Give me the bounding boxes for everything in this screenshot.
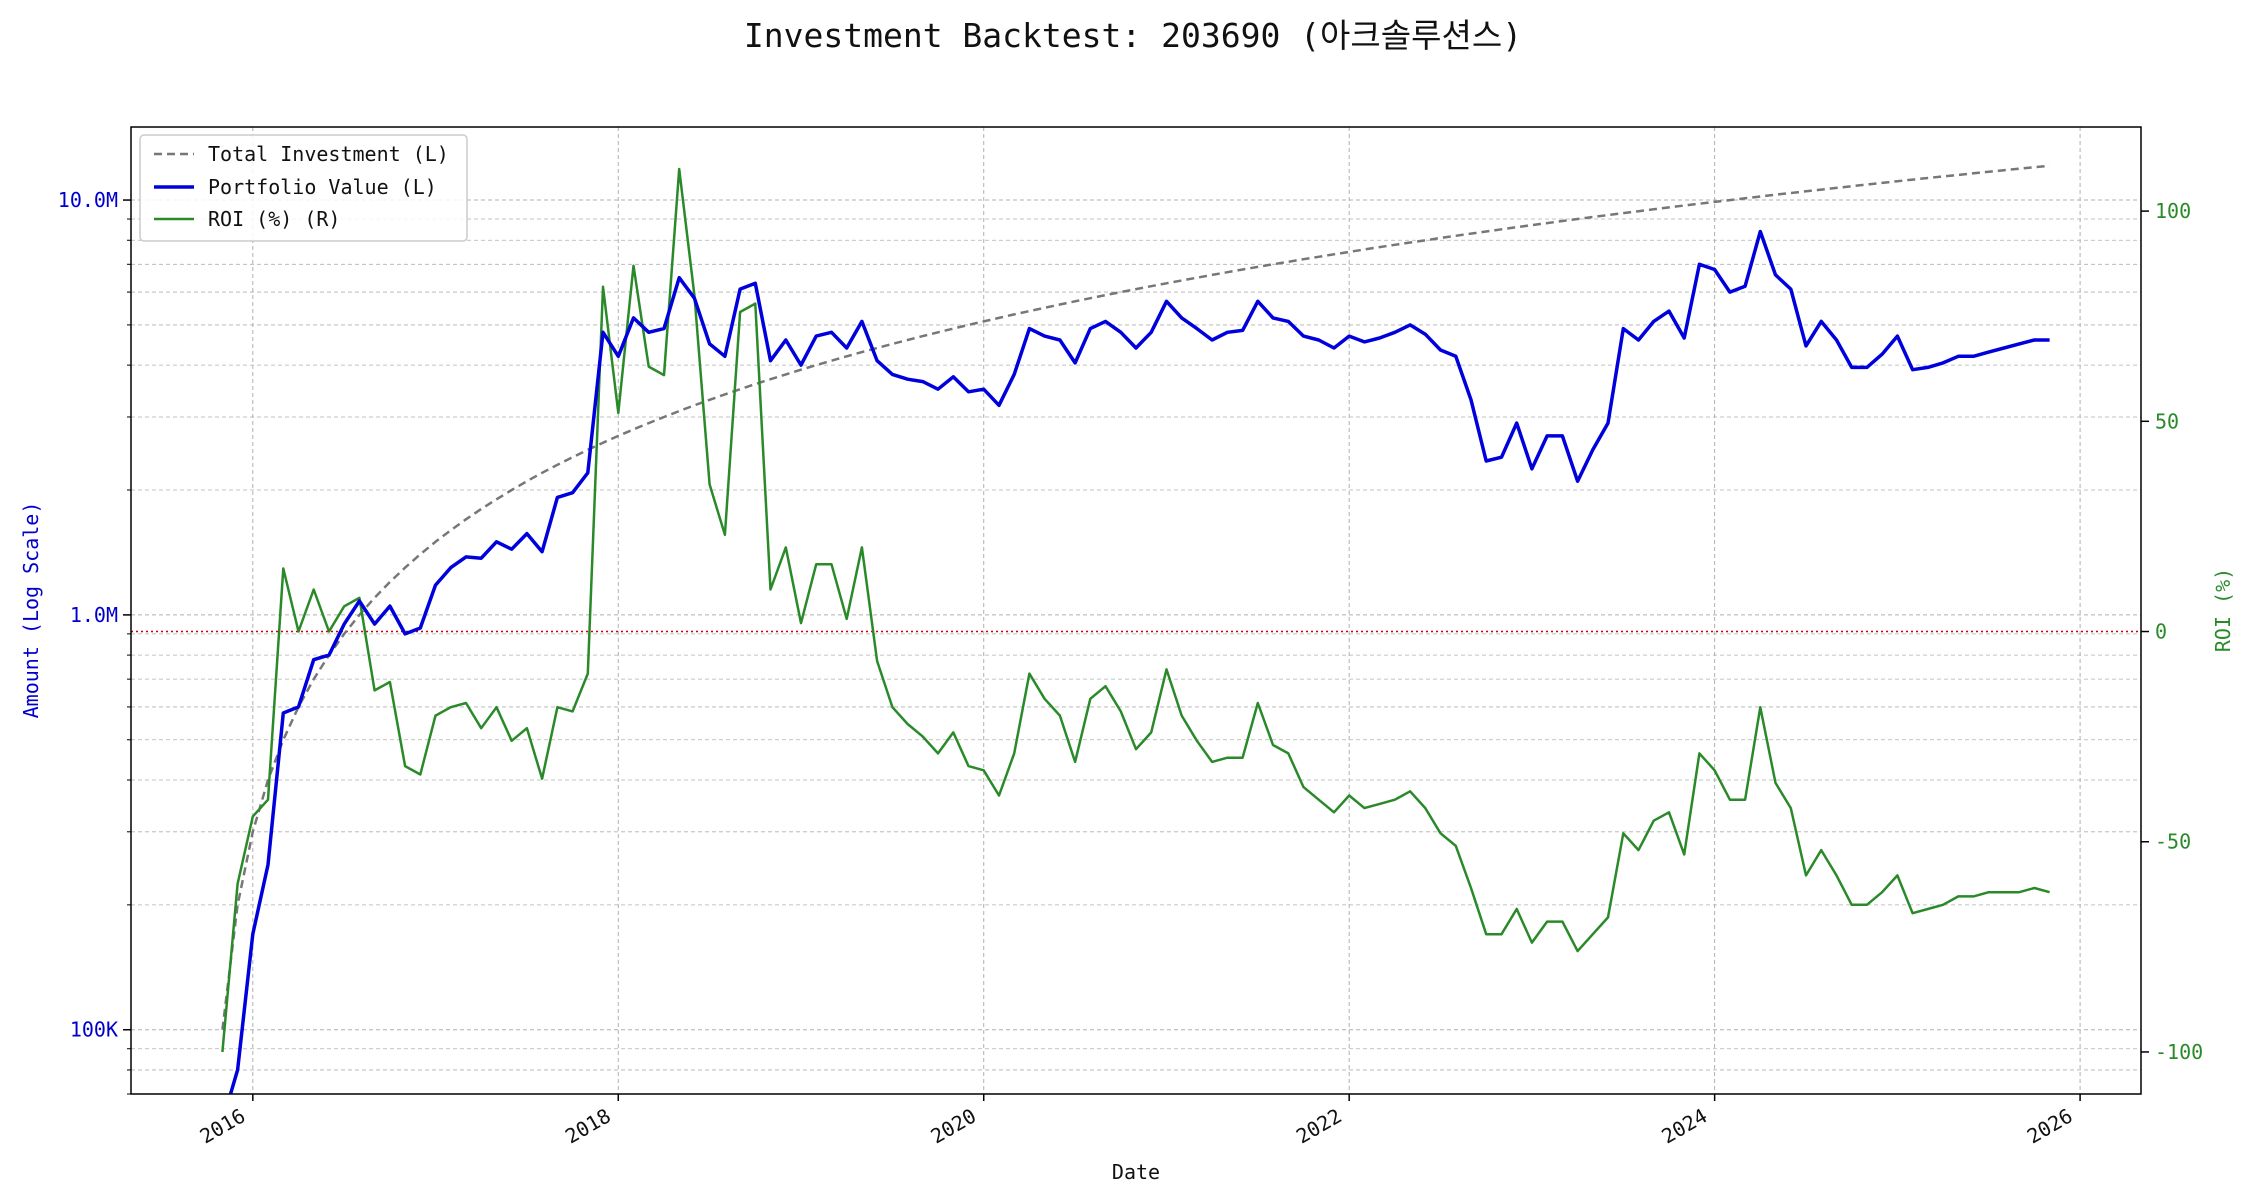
x-tick-label: 2026 xyxy=(2023,1104,2077,1149)
legend-label-portfolio-value: Portfolio Value (L) xyxy=(208,175,437,199)
total-investment-line xyxy=(221,164,2050,1030)
left-tick-label: 10.0M xyxy=(58,188,118,212)
right-tick-label: -50 xyxy=(2155,830,2191,854)
plot-frame xyxy=(130,126,2142,1095)
x-tick-label: 2020 xyxy=(927,1104,981,1149)
chart-title: Investment Backtest: 203690 (아크솔루션스) xyxy=(744,16,1522,55)
x-tick-label: 2016 xyxy=(196,1104,250,1149)
left-axis-ticks: 100K 1.0M 10.0M xyxy=(58,188,131,1095)
right-axis-label: ROI (%) xyxy=(2211,568,2235,652)
right-tick-label: 50 xyxy=(2155,409,2179,433)
right-tick-label: -100 xyxy=(2155,1040,2203,1064)
legend-label-roi: ROI (%) (R) xyxy=(208,207,340,231)
x-tick-label: 2018 xyxy=(561,1104,615,1149)
left-axis-label: Amount (Log Scale) xyxy=(19,502,43,719)
legend-box xyxy=(139,134,468,242)
right-axis-ticks: -100 -50 0 50 100 xyxy=(2141,199,2203,1064)
x-axis-label: Date xyxy=(1112,1160,1160,1184)
left-tick-label: 1.0M xyxy=(70,603,118,627)
x-tick-label: 2024 xyxy=(1657,1104,1711,1149)
x-axis-ticks: 2016 2018 2020 2022 2024 2026 xyxy=(196,1094,2081,1149)
right-tick-label: 100 xyxy=(2155,199,2191,223)
legend-label-total-investment: Total Investment (L) xyxy=(208,142,449,166)
right-tick-label: 0 xyxy=(2155,620,2167,644)
legend: Total Investment (L) Portfolio Value (L)… xyxy=(139,134,468,242)
series-layer xyxy=(221,164,2050,1094)
left-tick-label: 100K xyxy=(70,1018,118,1042)
grid-lines xyxy=(131,127,2141,1095)
roi-line xyxy=(221,167,2050,1053)
x-tick-label: 2022 xyxy=(1292,1104,1346,1149)
portfolio-value-line xyxy=(228,229,2050,1094)
